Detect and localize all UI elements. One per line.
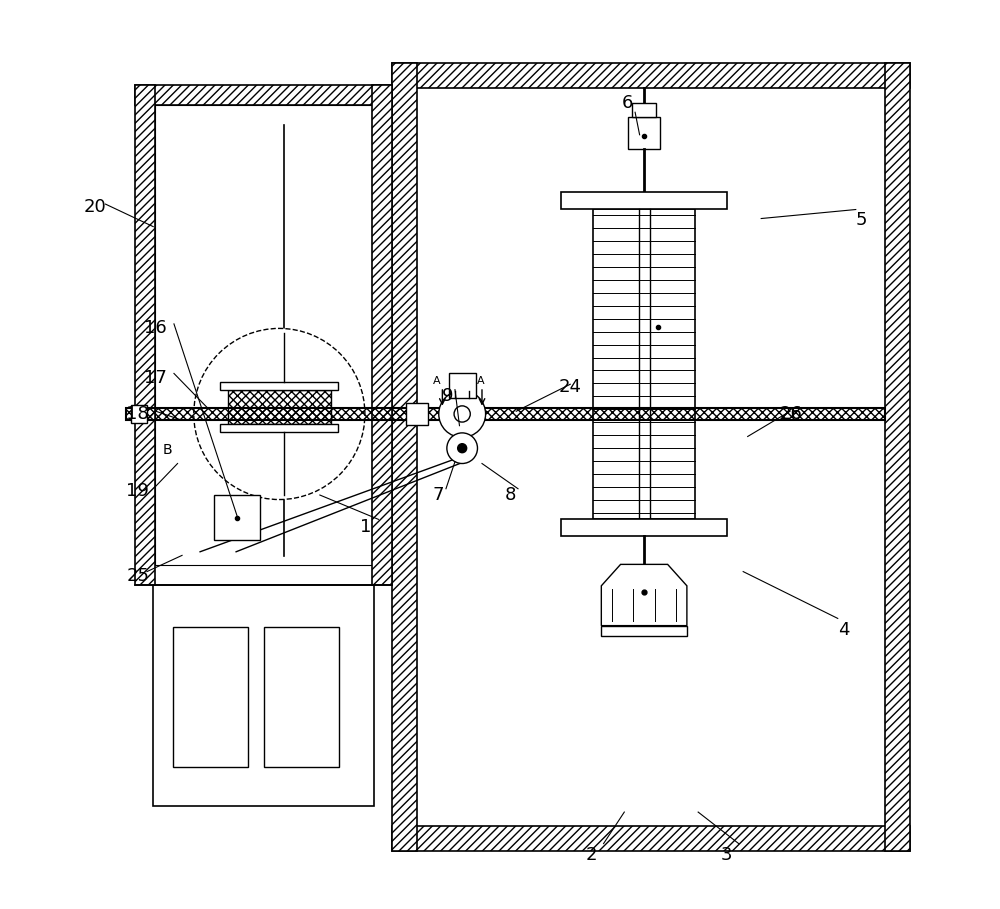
Text: 5: 5 (856, 211, 867, 229)
Text: 16: 16 (144, 319, 167, 337)
Bar (628, 116, 660, 149)
Bar (632, 104, 656, 116)
Circle shape (447, 433, 477, 464)
Bar (264, 627, 339, 767)
Circle shape (194, 328, 365, 500)
Bar (593, 209, 695, 519)
Text: 18: 18 (126, 405, 149, 423)
Text: 24: 24 (559, 378, 582, 396)
Bar (406, 404, 428, 425)
Bar (131, 405, 147, 423)
Bar (214, 495, 260, 540)
Text: 8: 8 (505, 486, 516, 504)
Text: 19: 19 (126, 482, 149, 500)
Text: 4: 4 (838, 621, 849, 639)
Bar (135, 85, 392, 105)
Bar (561, 519, 727, 535)
Text: A: A (432, 376, 440, 386)
Circle shape (439, 391, 486, 437)
Text: 7: 7 (432, 486, 444, 504)
Bar (228, 390, 331, 424)
Bar (220, 424, 338, 432)
Bar (449, 373, 476, 398)
Polygon shape (601, 564, 687, 625)
Circle shape (454, 405, 470, 422)
Bar (126, 407, 885, 420)
Text: 17: 17 (144, 369, 167, 387)
Text: 20: 20 (84, 198, 107, 215)
Bar (885, 63, 910, 851)
Bar (135, 85, 155, 585)
Bar (155, 85, 372, 565)
Bar (392, 825, 910, 851)
Text: 1: 1 (360, 517, 372, 535)
Bar (417, 88, 885, 825)
Bar (392, 63, 417, 851)
Text: 26: 26 (779, 405, 802, 423)
Text: B: B (162, 444, 172, 457)
Text: 25: 25 (126, 567, 149, 585)
Text: 6: 6 (622, 95, 633, 112)
Text: 9: 9 (441, 387, 453, 405)
Bar (153, 585, 374, 805)
Text: 2: 2 (586, 846, 597, 864)
Text: 3: 3 (721, 846, 732, 864)
Bar (220, 382, 338, 390)
Bar (392, 63, 910, 88)
Bar (173, 627, 248, 767)
Text: A: A (477, 376, 484, 386)
Bar (561, 193, 727, 209)
Bar (601, 625, 687, 636)
Bar (155, 105, 372, 565)
Circle shape (458, 444, 467, 453)
Bar (372, 85, 392, 585)
